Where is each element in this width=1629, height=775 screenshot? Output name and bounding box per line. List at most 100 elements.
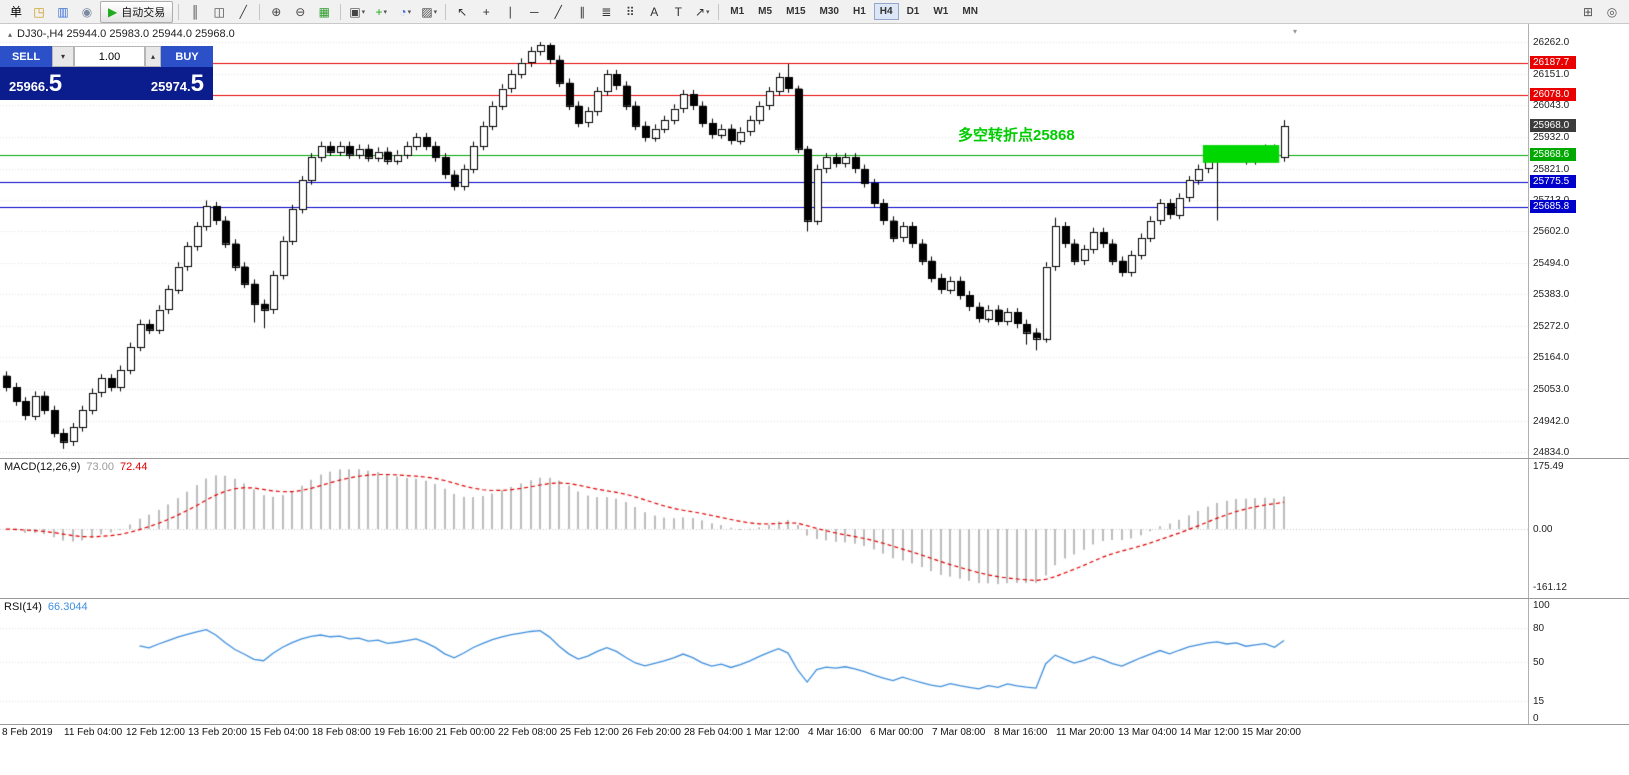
price-axis-label: 24942.0	[1533, 415, 1570, 427]
time-axis-label: 22 Feb 08:00	[498, 727, 557, 738]
rsi-canvas[interactable]	[0, 599, 1528, 724]
timeframe-w1[interactable]: W1	[933, 6, 949, 17]
timeframe-m5[interactable]: M5	[758, 6, 773, 17]
period-clock-icon[interactable]: ◔ ▾	[394, 1, 416, 23]
timeframe-d1[interactable]: D1	[906, 6, 920, 17]
price-axis-label: 25602.0	[1533, 226, 1570, 238]
templates-icon[interactable]: ▨ ▾	[418, 1, 440, 23]
one-click-trading-panel: SELL ▾ ▴ BUY 25966.5 25974.5	[0, 46, 213, 100]
macd-name: MACD(12,26,9)	[4, 461, 81, 473]
zoom-in-icon[interactable]: ⊕	[265, 1, 287, 23]
macd-signal-value: 72.44	[119, 461, 148, 473]
cursor-icon[interactable]: ↖	[451, 1, 473, 23]
play-icon: ▶	[108, 4, 118, 19]
timeframe-m30[interactable]: M30	[819, 6, 839, 17]
timeframe-mn[interactable]: MN	[962, 6, 978, 17]
timeframe-m15[interactable]: M15	[786, 6, 806, 17]
chart-shift-icon[interactable]: ⊞	[1577, 1, 1599, 23]
rsi-axis: 100 80 50 15 0	[1528, 599, 1629, 724]
toolbar-separator	[445, 3, 447, 20]
rsi-axis-label: 15	[1533, 696, 1545, 708]
period-clock-icon: ◔	[399, 4, 407, 19]
price-axis-label: 25053.0	[1533, 384, 1570, 396]
candlestick-chart-icon[interactable]: ◫	[208, 1, 230, 23]
panel-splitter[interactable]	[0, 598, 1629, 599]
crosshair-icon[interactable]: +	[475, 1, 497, 23]
indicators-icon[interactable]: + ▾	[370, 1, 392, 23]
rsi-axis-label: 100	[1533, 600, 1550, 611]
trendline-icon: ╱	[554, 4, 562, 19]
buy-price[interactable]: 25974. 5	[150, 71, 204, 96]
price-chart-panel: ▴ DJ30-,H4 25944.0 25983.0 25944.0 25968…	[0, 24, 1629, 458]
chevron-down-icon: ▾	[60, 52, 65, 61]
rsi-panel: RSI(14) 66.3044 100 80 50 15 0	[0, 599, 1629, 724]
new-order-icon: ◳	[33, 4, 45, 19]
toolbar-separator	[340, 3, 342, 20]
time-axis-label: 21 Feb 00:00	[436, 727, 495, 738]
horizontal-line-icon: ─	[529, 4, 539, 19]
macd-axis-label: 0.00	[1533, 524, 1553, 536]
price-axis-label: 26151.0	[1533, 68, 1570, 80]
bottom-strip	[0, 741, 1629, 775]
vertical-line-icon[interactable]: ∣	[499, 1, 521, 23]
rsi-name: RSI(14)	[4, 601, 42, 613]
timeframe-m1[interactable]: M1	[730, 6, 745, 17]
time-axis-label: 18 Feb 08:00	[312, 727, 371, 738]
time-axis-label: 13 Mar 04:00	[1118, 727, 1177, 738]
line-chart-icon: ╱	[239, 4, 247, 19]
label-tool-icon: T	[674, 4, 682, 19]
zoom-out-icon[interactable]: ⊖	[289, 1, 311, 23]
volume-dropdown-button[interactable]: ▾	[52, 46, 74, 67]
price-axis-label: 25932.0	[1533, 131, 1570, 143]
text-tool-icon: A	[650, 4, 659, 19]
new-order-icon[interactable]: ◳	[28, 1, 50, 23]
drawing-grid-icon[interactable]: ⠿	[619, 1, 641, 23]
price-axis-label: 25713.0	[1533, 195, 1569, 206]
symbol-marker-icon: ▴	[8, 29, 13, 39]
toolbar-separator	[718, 3, 720, 20]
panel-splitter[interactable]	[0, 724, 1629, 725]
line-chart-icon[interactable]: ╱	[232, 1, 254, 23]
templates-icon: ▨	[421, 4, 433, 19]
community-icon[interactable]: ◉	[76, 1, 98, 23]
buy-price-small: 25974.	[150, 78, 191, 94]
chart-window-icon[interactable]: ▥	[52, 1, 74, 23]
sell-price[interactable]: 25966. 5	[9, 71, 62, 96]
bar-chart-icon[interactable]: ║	[184, 1, 206, 23]
trendline-icon[interactable]: ╱	[547, 1, 569, 23]
volume-increase-button[interactable]: ▴	[145, 46, 161, 67]
arrange-windows-icon[interactable]: ▣ ▾	[346, 1, 368, 23]
sell-button[interactable]: SELL	[0, 46, 52, 67]
sell-price-small: 25966.	[9, 78, 49, 94]
autotrade-button[interactable]: ▶ 自动交易	[100, 0, 174, 23]
timeframe-h4[interactable]: H4	[873, 3, 899, 20]
buy-button[interactable]: BUY	[161, 46, 213, 67]
time-axis-label: 4 Mar 16:00	[808, 727, 862, 738]
chart-title: ▴ DJ30-,H4 25944.0 25983.0 25944.0 25968…	[8, 28, 235, 40]
price-level-tag: 25868.6	[1530, 147, 1576, 161]
chart-annotation-text[interactable]: 多空转折点25868	[958, 127, 1075, 144]
fibonacci-icon[interactable]: ≣	[595, 1, 617, 23]
panel-splitter[interactable]	[0, 458, 1629, 459]
text-tool-icon[interactable]: A	[643, 1, 665, 23]
search-icon[interactable]: ◎	[1601, 1, 1623, 23]
timeframe-h1[interactable]: H1	[852, 6, 866, 17]
macd-label: MACD(12,26,9) 73.00 72.44	[4, 461, 147, 473]
chart-shift-marker-icon[interactable]: ▾	[1293, 27, 1298, 36]
macd-axis: 175.49 0.00 -161.12	[1528, 459, 1629, 598]
macd-canvas[interactable]	[0, 459, 1528, 598]
price-chart-canvas[interactable]	[0, 24, 1528, 458]
time-axis-label: 8 Feb 2019	[2, 727, 53, 738]
volume-input[interactable]	[74, 46, 145, 67]
price-level-tag: 25775.5	[1530, 174, 1576, 188]
channel-icon[interactable]: ∥	[571, 1, 593, 23]
tile-windows-icon[interactable]: ▦	[313, 1, 335, 23]
shapes-tool-icon[interactable]: ↗ ▾	[691, 1, 713, 23]
channel-icon: ∥	[579, 4, 586, 19]
trade-panel-prices: 25966. 5 25974. 5	[0, 67, 213, 100]
time-axis[interactable]: 8 Feb 2019 11 Feb 04:00 12 Feb 12:00 13 Feb…	[0, 725, 1629, 741]
price-level-tag: 25685.8	[1530, 200, 1576, 214]
price-axis[interactable]: 26262.0 26151.0 26043.0 25932.0 25821.0 25713…	[1528, 24, 1629, 458]
horizontal-line-icon[interactable]: ─	[523, 1, 545, 23]
label-tool-icon[interactable]: T	[667, 1, 689, 23]
